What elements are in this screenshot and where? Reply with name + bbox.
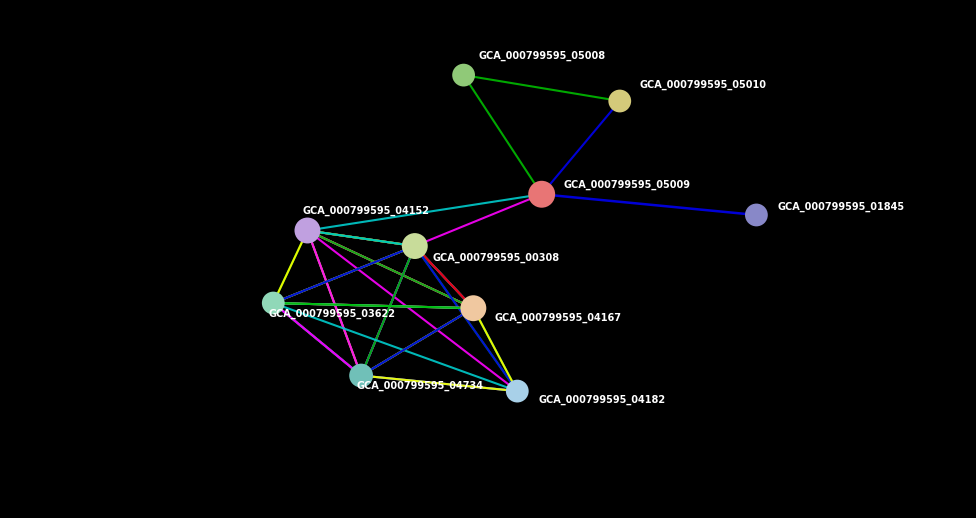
Circle shape [506,380,529,402]
Text: GCA_000799595_04182: GCA_000799595_04182 [539,394,666,405]
Text: GCA_000799595_00308: GCA_000799595_00308 [432,252,559,263]
Circle shape [528,181,555,208]
Circle shape [295,218,320,243]
Circle shape [461,295,486,321]
Text: GCA_000799595_05009: GCA_000799595_05009 [563,180,690,190]
Text: GCA_000799595_04734: GCA_000799595_04734 [356,381,483,391]
Text: GCA_000799595_05010: GCA_000799595_05010 [639,79,766,90]
Text: GCA_000799595_05008: GCA_000799595_05008 [478,50,605,61]
Text: GCA_000799595_03622: GCA_000799595_03622 [268,308,395,319]
Circle shape [402,233,427,259]
Text: GCA_000799595_01845: GCA_000799595_01845 [778,202,905,212]
Circle shape [262,292,285,314]
Circle shape [745,204,768,226]
Text: GCA_000799595_04167: GCA_000799595_04167 [495,312,622,323]
Text: GCA_000799595_04152: GCA_000799595_04152 [303,206,429,216]
Circle shape [608,90,631,112]
Circle shape [349,364,373,387]
Circle shape [452,64,475,87]
